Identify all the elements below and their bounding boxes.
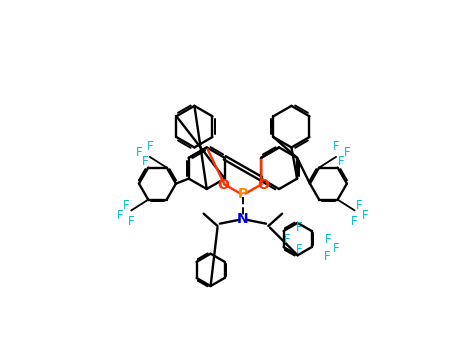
Text: F: F	[344, 146, 350, 159]
Text: O: O	[257, 178, 269, 192]
Text: F: F	[324, 250, 330, 263]
Text: F: F	[136, 146, 142, 159]
Text: F: F	[333, 140, 339, 153]
Text: F: F	[296, 221, 302, 234]
Text: F: F	[351, 215, 358, 228]
Text: F: F	[325, 232, 332, 246]
Text: F: F	[284, 232, 291, 246]
Text: F: F	[128, 215, 135, 228]
Text: F: F	[117, 209, 124, 221]
Text: P: P	[238, 187, 248, 201]
Text: N: N	[237, 212, 249, 226]
Text: F: F	[362, 209, 369, 221]
Text: F: F	[123, 199, 130, 212]
Text: F: F	[296, 242, 302, 256]
Text: F: F	[356, 199, 363, 212]
Text: F: F	[337, 155, 344, 168]
Text: O: O	[217, 178, 229, 192]
Text: F: F	[333, 242, 339, 255]
Text: F: F	[142, 155, 148, 168]
Text: F: F	[146, 140, 153, 153]
